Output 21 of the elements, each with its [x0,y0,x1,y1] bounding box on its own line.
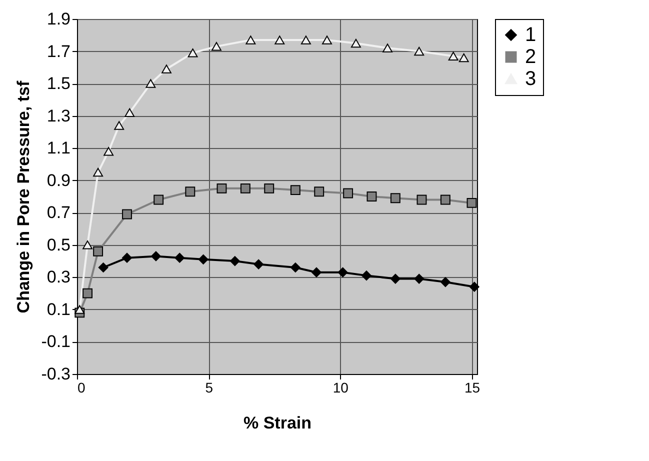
x-axis-title: % Strain [243,414,312,432]
x-tick-label: 5 [205,380,214,396]
y-tick-label: 0.1 [46,300,70,319]
x-tick-label: 15 [464,380,480,396]
y-tick-label: 0.7 [46,203,70,222]
y-tick-label: 0.3 [46,268,70,287]
x-tick-label: 10 [332,380,349,396]
legend-label: 2 [525,46,536,68]
y-tick-label: 0.9 [46,170,70,190]
x-tick-label: 0 [78,380,86,396]
legend-label: 1 [525,24,536,46]
y-tick-label: -0.3 [41,364,70,384]
y-tick-label: 1.3 [46,106,70,126]
y-tick-label: 1.7 [46,42,70,61]
y-tick-label: -0.1 [41,332,70,352]
legend-label: 3 [525,68,536,90]
y-tick-label: 1.5 [46,74,70,94]
y-axis-title: Change in Pore Pressure, tsf [14,80,34,314]
y-tick-label: 1.1 [46,138,70,158]
y-tick-label: 0.5 [46,235,70,254]
y-tick-label: 1.9 [46,10,70,28]
